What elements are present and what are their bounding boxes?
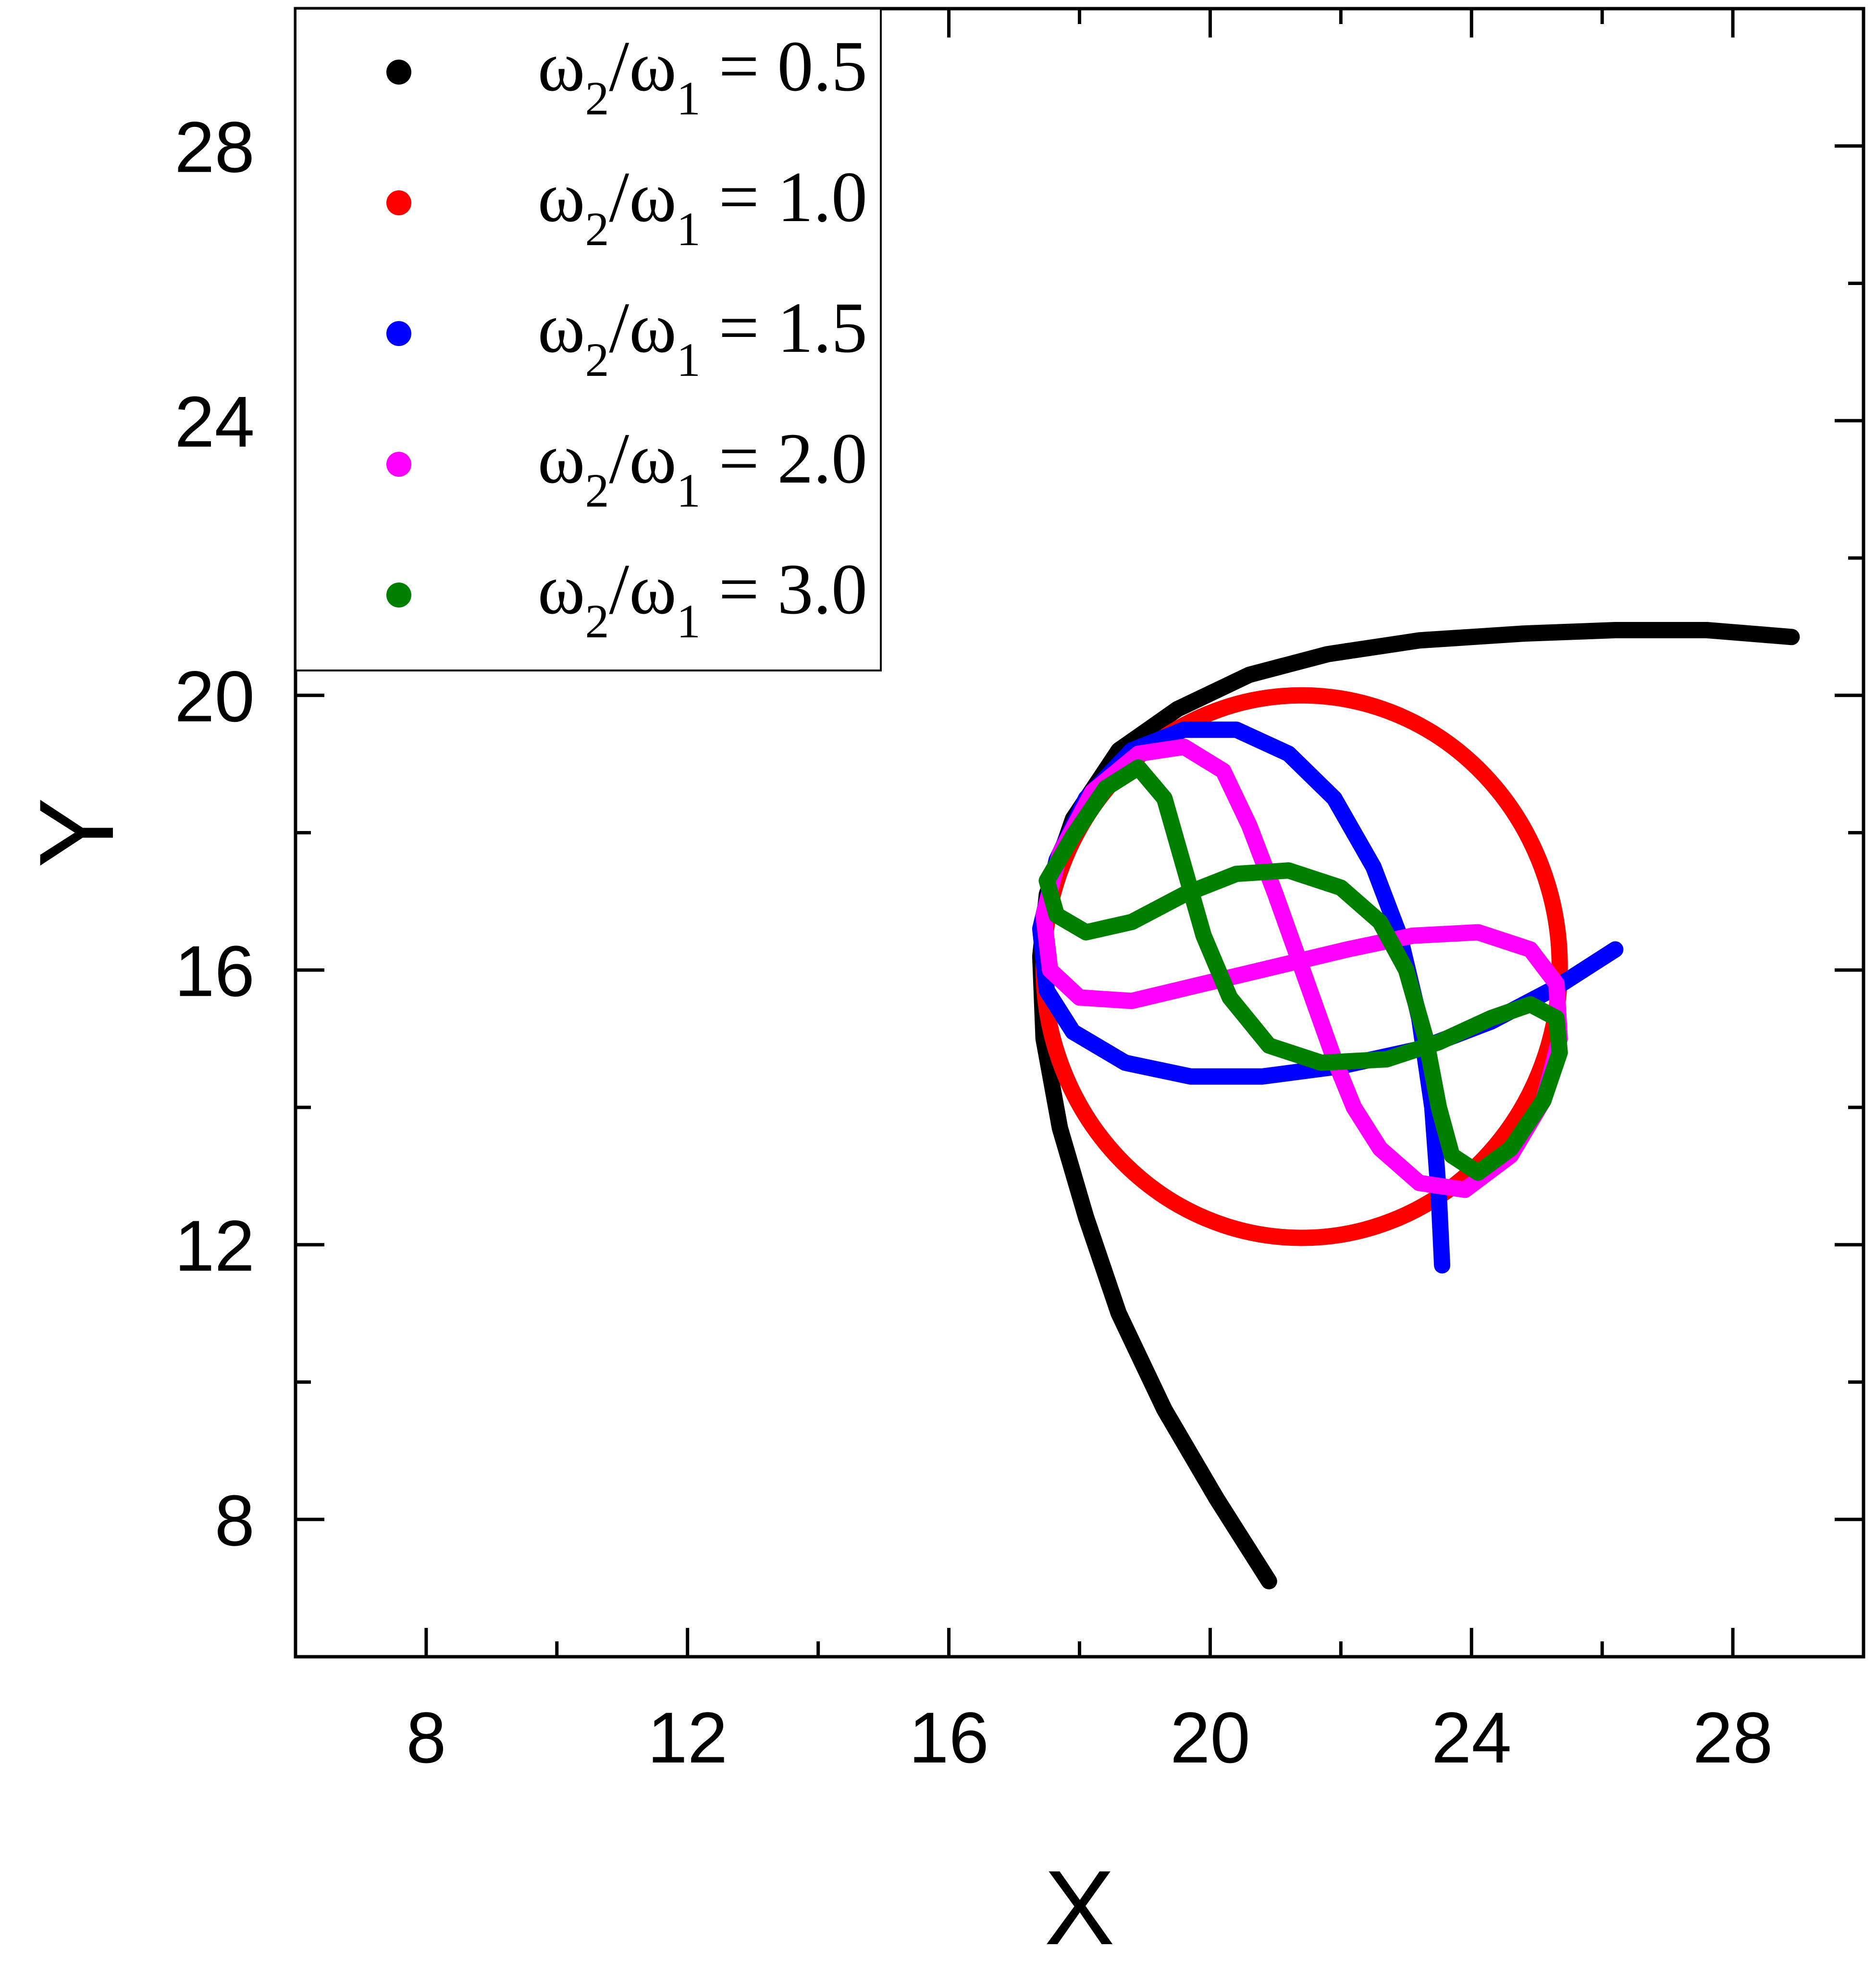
y-tick-label: 20 bbox=[174, 656, 255, 737]
series-line-4 bbox=[1038, 759, 1568, 1181]
x-tick-label: 24 bbox=[1432, 1697, 1512, 1778]
y-tick-label: 24 bbox=[174, 381, 255, 462]
y-axis-title: Y bbox=[17, 797, 136, 868]
series-layer bbox=[1032, 622, 1800, 1589]
legend-marker bbox=[386, 60, 411, 85]
y-tick-label: 8 bbox=[215, 1480, 255, 1561]
x-tick-label: 20 bbox=[1170, 1697, 1250, 1778]
legend-marker bbox=[386, 190, 411, 215]
y-tick-label: 12 bbox=[174, 1205, 255, 1286]
x-tick-label: 12 bbox=[647, 1697, 728, 1778]
x-tick-label: 28 bbox=[1693, 1697, 1773, 1778]
legend-label: ω2/ω1 = 1.5 bbox=[538, 288, 867, 386]
legend-marker bbox=[386, 452, 411, 477]
series-line-3 bbox=[1035, 738, 1568, 1198]
legend-marker bbox=[386, 583, 411, 608]
legend: ω2/ω1 = 0.5 ω2/ω1 = 1.0 ω2/ω1 = 1.5 ω2/ω1 =… bbox=[295, 8, 882, 671]
ticks-layer: 8 12 16 20 24 28 8 12 16 20 24 28 bbox=[174, 9, 1864, 1778]
legend-label: ω2/ω1 = 1.0 bbox=[538, 157, 867, 256]
legend-label: ω2/ω1 = 0.5 bbox=[538, 26, 867, 125]
x-tick-label: 8 bbox=[406, 1697, 446, 1778]
y-tick-label: 16 bbox=[174, 931, 255, 1011]
legend-label: ω2/ω1 = 3.0 bbox=[538, 549, 867, 648]
legend-label: ω2/ω1 = 2.0 bbox=[538, 419, 867, 517]
x-tick-label: 16 bbox=[909, 1697, 989, 1778]
legend-marker bbox=[386, 321, 411, 346]
x-axis-title: X bbox=[1044, 1849, 1115, 1967]
y-tick-label: 28 bbox=[174, 107, 255, 187]
